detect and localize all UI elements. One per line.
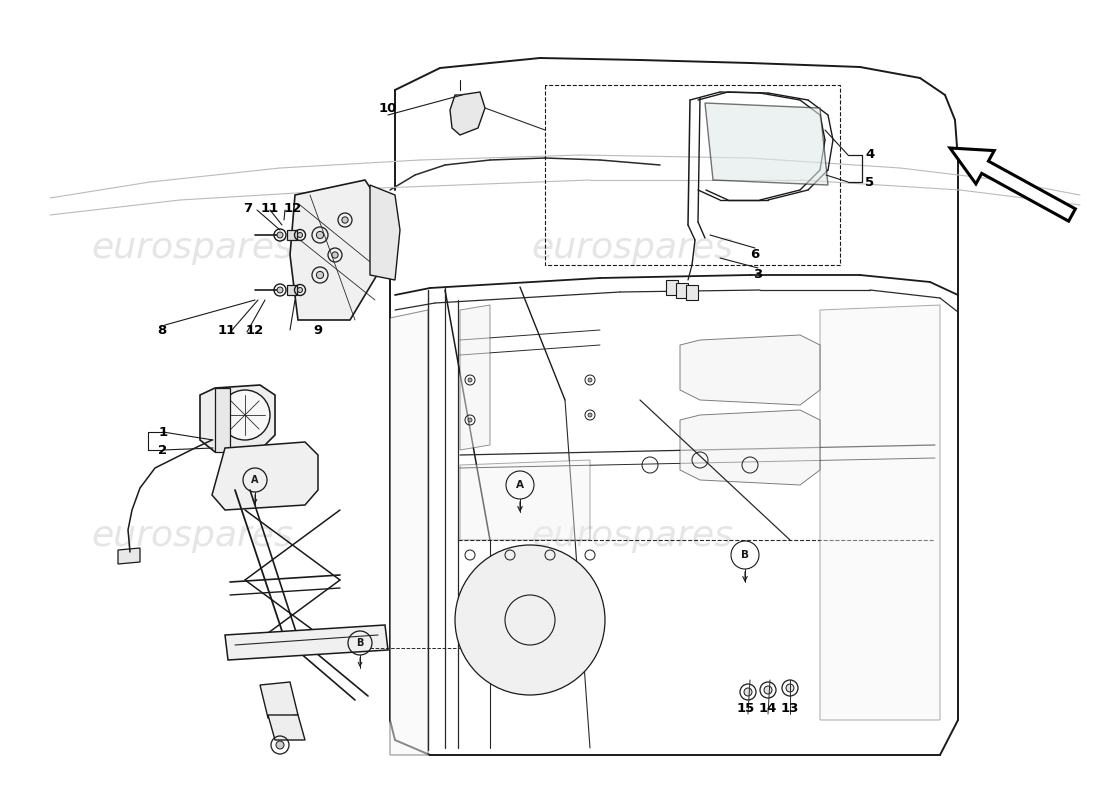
Circle shape <box>317 231 323 238</box>
Polygon shape <box>370 185 400 280</box>
Text: B: B <box>356 638 364 648</box>
Circle shape <box>297 287 302 293</box>
Text: eurospares: eurospares <box>91 519 294 553</box>
Text: 1: 1 <box>158 426 167 438</box>
Polygon shape <box>212 442 318 510</box>
Circle shape <box>277 232 283 238</box>
Polygon shape <box>268 715 305 740</box>
Polygon shape <box>118 548 140 564</box>
Text: 12: 12 <box>246 323 264 337</box>
Text: 11: 11 <box>218 323 236 337</box>
Text: eurospares: eurospares <box>91 231 294 265</box>
Polygon shape <box>666 280 678 295</box>
FancyArrow shape <box>950 148 1076 221</box>
Circle shape <box>588 378 592 382</box>
Text: 15: 15 <box>737 702 755 714</box>
Text: B: B <box>741 550 749 560</box>
Polygon shape <box>214 388 230 452</box>
Circle shape <box>332 252 338 258</box>
Polygon shape <box>460 460 590 540</box>
Text: 9: 9 <box>314 323 322 337</box>
Circle shape <box>342 217 348 223</box>
Circle shape <box>277 287 283 293</box>
Text: 13: 13 <box>781 702 800 714</box>
Circle shape <box>276 741 284 749</box>
Polygon shape <box>705 103 828 185</box>
Text: 2: 2 <box>158 443 167 457</box>
Circle shape <box>786 684 794 692</box>
Circle shape <box>468 378 472 382</box>
Polygon shape <box>450 92 485 135</box>
Polygon shape <box>287 230 297 240</box>
Text: 12: 12 <box>284 202 302 214</box>
Text: 8: 8 <box>157 323 166 337</box>
Circle shape <box>588 413 592 417</box>
Polygon shape <box>200 385 275 452</box>
Polygon shape <box>686 285 698 300</box>
Text: 5: 5 <box>866 175 874 189</box>
Text: eurospares: eurospares <box>531 519 734 553</box>
Text: 11: 11 <box>261 202 279 214</box>
Text: 4: 4 <box>866 149 874 162</box>
Text: 10: 10 <box>378 102 397 114</box>
Text: 14: 14 <box>759 702 778 714</box>
Circle shape <box>220 390 270 440</box>
Circle shape <box>455 545 605 695</box>
Polygon shape <box>287 285 297 295</box>
Circle shape <box>317 271 323 278</box>
Polygon shape <box>390 310 428 755</box>
Polygon shape <box>460 305 490 450</box>
Polygon shape <box>226 625 388 660</box>
Circle shape <box>297 233 302 238</box>
Polygon shape <box>680 410 820 485</box>
Text: A: A <box>516 480 524 490</box>
Text: A: A <box>251 475 258 485</box>
Polygon shape <box>680 335 820 405</box>
Text: eurospares: eurospares <box>531 231 734 265</box>
Polygon shape <box>820 305 940 720</box>
Circle shape <box>744 688 752 696</box>
Polygon shape <box>290 180 385 320</box>
Circle shape <box>468 418 472 422</box>
Text: 6: 6 <box>750 249 760 262</box>
Circle shape <box>764 686 772 694</box>
Text: 7: 7 <box>243 202 253 214</box>
Text: 3: 3 <box>754 269 762 282</box>
Polygon shape <box>676 283 688 298</box>
Polygon shape <box>260 682 298 718</box>
